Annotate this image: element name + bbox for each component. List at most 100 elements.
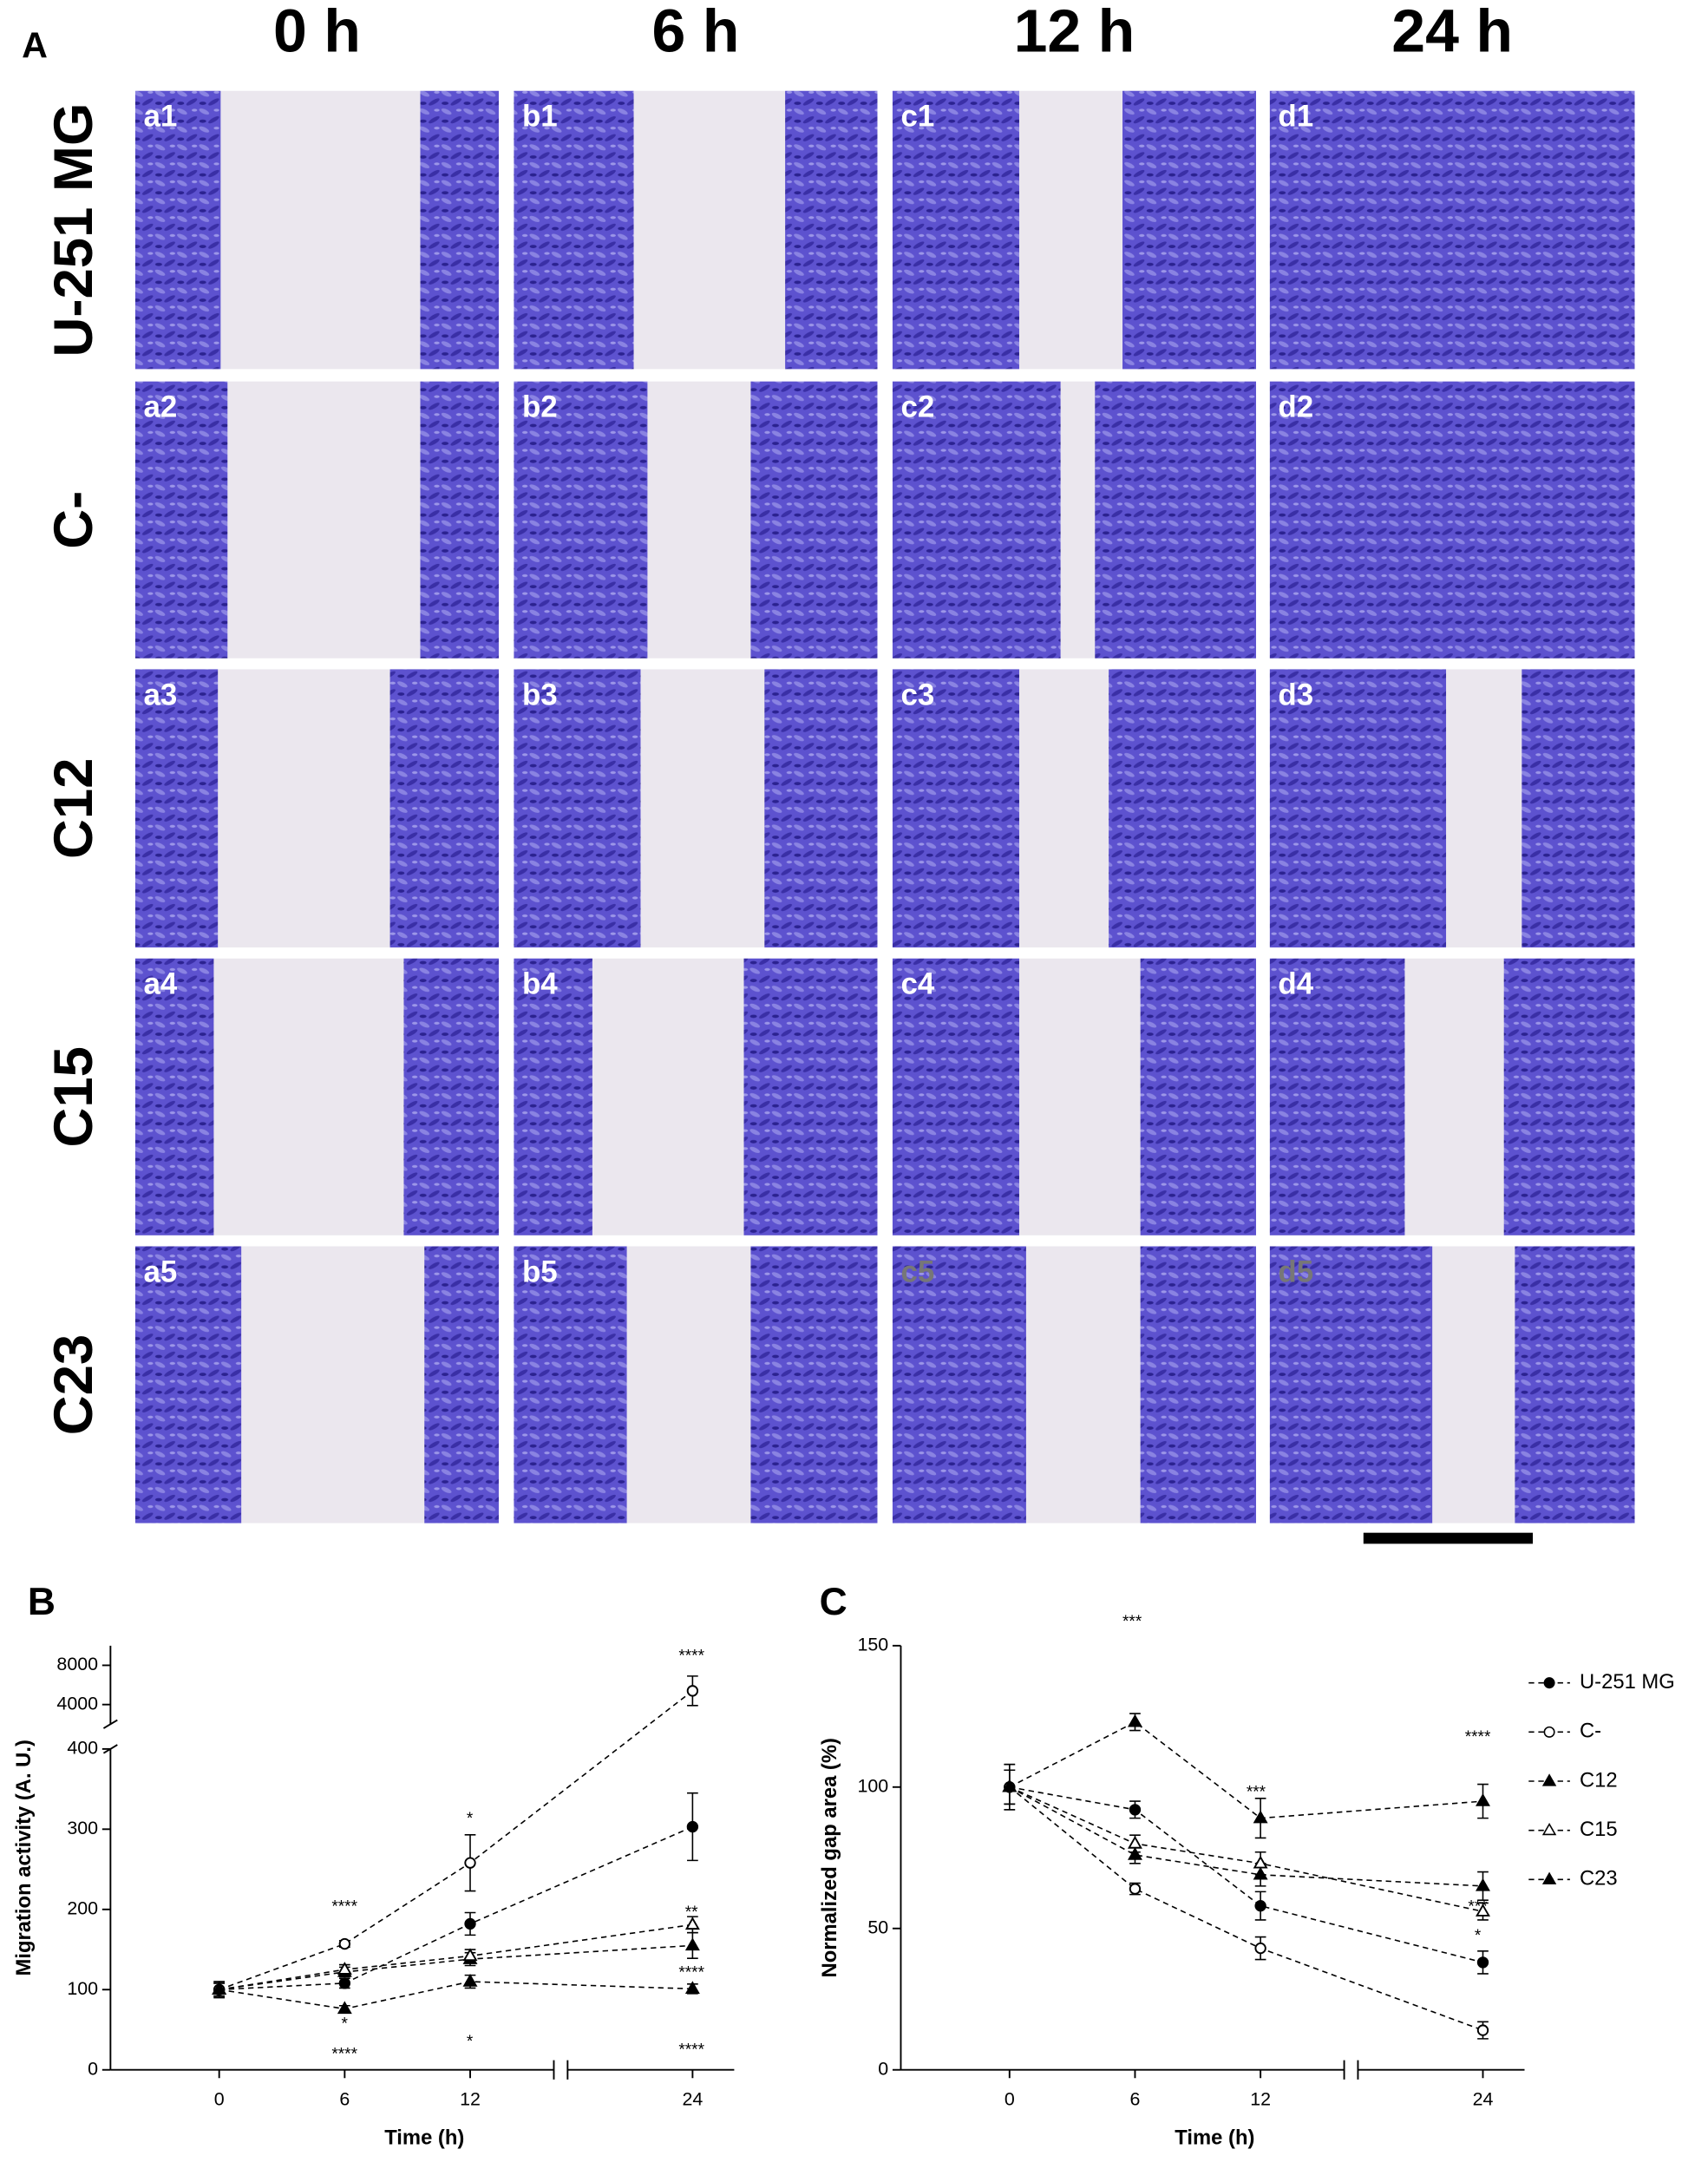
x-tick-label: 0 — [214, 2088, 225, 2109]
significance: *** — [1122, 1613, 1142, 1631]
cell-layer — [1109, 669, 1256, 948]
micrograph: b5 — [514, 1246, 878, 1524]
legend-label: C15 — [1580, 1818, 1618, 1841]
micrograph-label: b2 — [522, 390, 558, 424]
cell-layer — [892, 381, 1061, 659]
x-tick-label: 12 — [1250, 2088, 1271, 2109]
cell-layer — [1122, 90, 1256, 370]
significance: ** — [685, 1904, 698, 1922]
x-axis-label: Time (h) — [1175, 2126, 1254, 2149]
y-axis-label: Migration activity (A. U.) — [12, 1740, 36, 1976]
legend-marker — [1543, 1726, 1555, 1738]
series-line — [1009, 1720, 1483, 1819]
micrograph-label: a2 — [143, 390, 177, 424]
cell-layer — [1095, 381, 1256, 659]
x-tick-label: 0 — [1005, 2088, 1015, 2109]
micrograph: b1 — [514, 90, 878, 370]
micrograph-label: d3 — [1278, 678, 1313, 711]
data-point — [1129, 1804, 1142, 1816]
cell-layer — [420, 90, 499, 370]
y-tick-label: 0 — [878, 2058, 888, 2079]
cell-layer — [514, 958, 592, 1235]
y-tick-label: 150 — [857, 1634, 888, 1655]
significance: * — [467, 1810, 474, 1828]
data-point — [1253, 1855, 1268, 1869]
micrograph: d3 — [1269, 669, 1635, 948]
data-point — [1476, 1877, 1490, 1891]
cell-layer — [514, 381, 648, 659]
y-tick-label: 400 — [67, 1738, 98, 1759]
cell-layer — [785, 90, 878, 370]
row-label: C15 — [43, 1046, 104, 1147]
cell-layer — [134, 669, 219, 948]
data-point — [462, 1948, 478, 1962]
data-point — [1476, 1956, 1489, 1969]
y-tick-label: 8000 — [56, 1654, 98, 1674]
significance: *** — [1247, 1784, 1266, 1802]
cell-layer — [134, 90, 221, 370]
data-point — [1002, 1779, 1018, 1792]
micrograph-label: a3 — [143, 678, 177, 711]
series-line — [1009, 1786, 1483, 2031]
cell-layer — [420, 381, 499, 659]
x-tick-label: 24 — [682, 2088, 703, 2109]
data-point — [462, 1973, 478, 1987]
series-line — [219, 1944, 693, 1991]
cell-layer — [134, 958, 214, 1235]
significance: **** — [331, 2045, 357, 2063]
micrograph: a4 — [134, 958, 499, 1235]
micrograph-label: c3 — [900, 678, 934, 711]
legend-label: U-251 MG — [1580, 1670, 1675, 1694]
legend-label: C12 — [1580, 1768, 1618, 1792]
y-tick-label: 100 — [857, 1775, 888, 1796]
cell-layer — [1269, 958, 1405, 1235]
series-line — [1009, 1786, 1483, 1887]
cell-layer — [892, 1246, 1026, 1524]
micrograph: d4 — [1269, 958, 1635, 1235]
cell-layer — [892, 669, 1019, 948]
micrograph-label: c1 — [900, 100, 934, 134]
micrograph: d5 — [1269, 1246, 1635, 1524]
panel-label: A — [22, 25, 48, 65]
legend-marker — [1543, 1677, 1555, 1689]
micrograph-label: b1 — [522, 100, 558, 134]
cell-layer — [743, 958, 878, 1235]
data-point — [1254, 1900, 1266, 1912]
chart: C 0 50 100 150 0 6 12 24 Time (h) Normalized gap a… — [818, 1581, 1675, 2149]
x-tick-label: 6 — [339, 2088, 350, 2109]
y-tick-label: 300 — [67, 1818, 98, 1838]
x-tick-label: 12 — [460, 2088, 481, 2109]
y-axis-label: Normalized gap area (%) — [818, 1738, 841, 1977]
data-point — [464, 1857, 476, 1869]
column-header: 0 h — [273, 0, 361, 65]
row-label: C- — [43, 491, 104, 549]
data-point — [1476, 2024, 1489, 2036]
data-point — [464, 1917, 476, 1930]
legend-marker — [1541, 1871, 1557, 1884]
data-point — [1129, 1883, 1142, 1895]
micrograph: b4 — [514, 958, 878, 1235]
series-line — [1009, 1786, 1483, 1963]
micrograph: c5 — [892, 1246, 1256, 1524]
significance: **** — [331, 1897, 357, 1916]
data-point — [212, 1982, 227, 1995]
cell-layer — [1269, 90, 1635, 370]
micrograph-label: d4 — [1278, 967, 1313, 1001]
micrograph-label: c5 — [900, 1255, 934, 1288]
cell-layer — [403, 958, 499, 1235]
column-header: 6 h — [652, 0, 740, 65]
cell-layer — [1140, 958, 1256, 1235]
row-label: U-251 MG — [43, 103, 104, 357]
data-point — [686, 1685, 699, 1697]
x-axis-label: Time (h) — [384, 2126, 464, 2149]
scale-bar — [1363, 1532, 1534, 1544]
cell-layer — [1269, 1246, 1433, 1524]
row-label: C12 — [43, 758, 104, 859]
significance: * — [341, 2015, 348, 2033]
data-point — [337, 2001, 352, 2015]
axis-break — [102, 1719, 118, 1729]
series-line — [219, 1981, 693, 2010]
cell-layer — [389, 669, 499, 948]
micrograph-label: a5 — [143, 1255, 177, 1288]
micrograph: c1 — [892, 90, 1256, 370]
